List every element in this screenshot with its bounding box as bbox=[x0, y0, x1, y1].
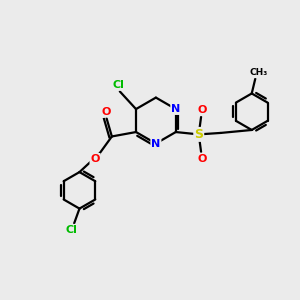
Text: S: S bbox=[194, 128, 203, 141]
Text: O: O bbox=[197, 105, 206, 115]
Text: Cl: Cl bbox=[65, 225, 77, 235]
Text: O: O bbox=[101, 107, 111, 117]
Text: CH₃: CH₃ bbox=[249, 68, 267, 77]
Text: O: O bbox=[197, 154, 206, 164]
Text: Cl: Cl bbox=[112, 80, 124, 90]
Text: O: O bbox=[90, 154, 100, 164]
Text: N: N bbox=[171, 104, 180, 114]
Text: N: N bbox=[151, 139, 160, 148]
